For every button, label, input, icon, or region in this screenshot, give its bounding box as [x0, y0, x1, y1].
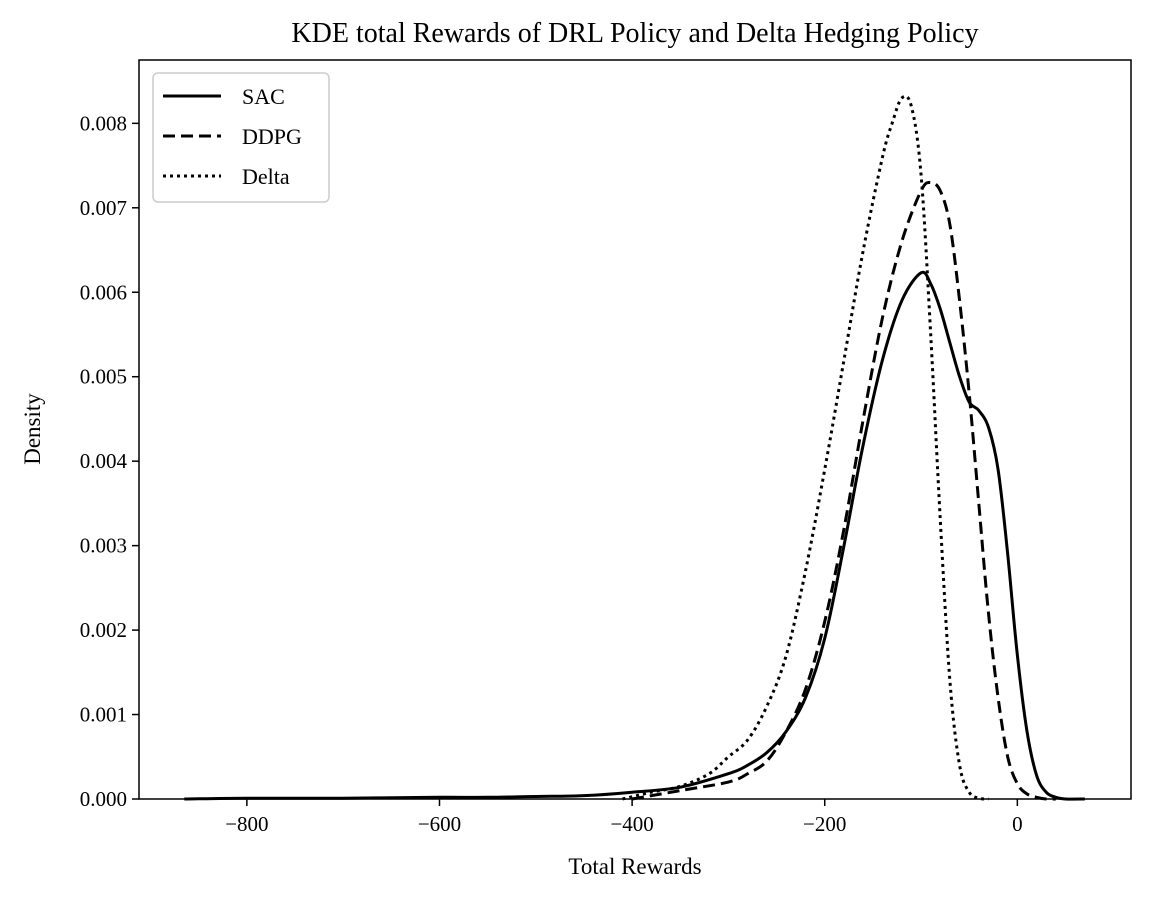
plot-lines: [184, 94, 1085, 801]
y-axis-label: Density: [20, 393, 45, 465]
legend-box: [152, 72, 330, 203]
y-tick-label: 0.007: [80, 196, 127, 220]
x-tick-label: −200: [803, 812, 846, 836]
series-line-delta: [622, 94, 989, 801]
y-tick-label: 0.000: [80, 787, 127, 811]
x-axis-ticks: −800 −600 −400 −200 0: [225, 799, 1023, 836]
legend-label-ddpg: DDPG: [242, 124, 302, 149]
y-tick-label: 0.002: [80, 618, 127, 642]
series-line-sac: [184, 270, 1085, 801]
y-tick-label: 0.006: [80, 280, 127, 304]
y-tick-label: 0.001: [80, 703, 127, 727]
y-tick-label: 0.005: [80, 365, 127, 389]
legend: SAC DDPG Delta: [152, 72, 330, 203]
legend-label-sac: SAC: [242, 84, 285, 109]
y-tick-label: 0.003: [80, 534, 127, 558]
x-tick-label: −400: [610, 812, 653, 836]
x-tick-label: 0: [1012, 812, 1023, 836]
x-axis-label: Total Rewards: [568, 854, 701, 879]
x-tick-label: −600: [418, 812, 461, 836]
y-axis-ticks: 0.000 0.001 0.002 0.003 0.004 0.005 0.006 0.007…: [80, 111, 139, 811]
series-line-ddpg: [631, 180, 1056, 801]
y-tick-label: 0.004: [80, 449, 128, 473]
x-tick-label: −800: [225, 812, 268, 836]
chart-title: KDE total Rewards of DRL Policy and Delt…: [291, 18, 978, 49]
y-tick-label: 0.008: [80, 111, 127, 135]
legend-label-delta: Delta: [242, 164, 290, 189]
plot-frame: [138, 59, 1132, 800]
